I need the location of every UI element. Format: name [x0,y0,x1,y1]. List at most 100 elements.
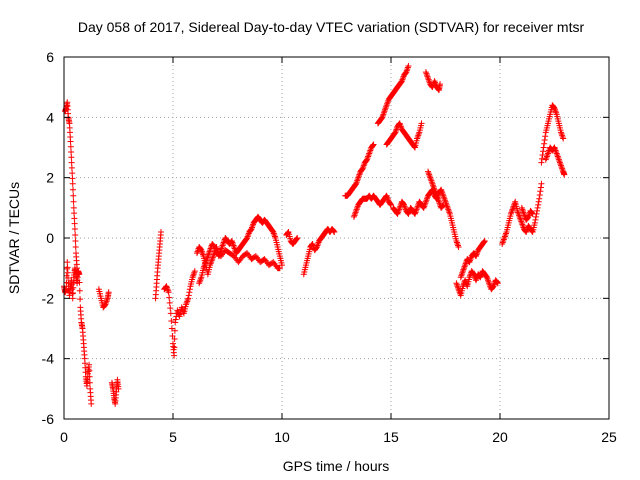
data-point [276,265,283,272]
data-point [171,344,178,351]
data-point [405,63,412,70]
data-point [86,361,93,368]
data-point [105,289,112,296]
chart-title: Day 058 of 2017, Sidereal Day-to-day VTE… [78,19,585,35]
data-point [171,352,178,359]
x-tick-label: 25 [601,429,617,445]
data-point [279,262,285,269]
data-point [69,186,76,193]
x-tick-label: 0 [60,429,68,445]
data-point [169,333,176,340]
data-point [77,296,84,303]
data-point [69,170,76,177]
data-point [387,201,394,208]
data-point [86,367,93,374]
data-point [454,241,461,248]
data-point [537,184,544,191]
data-point [494,280,501,287]
y-tick-label: 0 [46,230,54,246]
data-point [71,215,78,222]
data-point [537,188,544,195]
data-point [70,192,77,199]
data-point [536,192,543,199]
data-point [534,207,541,214]
data-point [158,228,165,235]
data-point [494,279,501,286]
data-points [61,63,568,407]
data-point [68,164,75,171]
data-point [186,289,193,296]
data-point [294,235,301,241]
data-point [331,228,338,235]
data-point [68,154,75,161]
data-point [185,295,192,302]
data-point [115,385,122,392]
data-point [541,136,548,143]
plot-frame [63,56,610,420]
data-point [86,373,93,380]
data-point [541,140,548,147]
grid [64,57,609,419]
data-point [535,201,542,208]
data-point [68,149,75,156]
data-point [70,284,77,291]
data-point [529,210,536,217]
x-tick-label: 20 [492,429,508,445]
data-point [86,379,93,386]
data-point [560,135,567,142]
data-point [561,171,568,178]
data-point [529,210,536,217]
data-point [171,327,178,334]
data-point [481,238,488,245]
data-point [370,141,377,148]
data-point [69,295,76,302]
data-point [71,225,78,232]
data-point [72,231,79,238]
data-point [72,238,79,245]
data-point [540,144,547,151]
data-point [415,132,422,139]
data-point [165,289,172,296]
data-point [64,269,71,276]
data-point [532,213,539,220]
data-point [185,292,192,299]
data-point [535,198,542,205]
data-point [76,279,83,286]
data-point [88,400,95,407]
data-point [70,279,77,286]
data-point [481,238,488,245]
x-tick-label: 15 [383,429,399,445]
data-point [70,204,77,211]
data-point [64,259,71,266]
data-point [559,132,566,139]
data-point [540,148,547,155]
data-point [418,120,425,127]
x-tick-label: 10 [274,429,290,445]
data-point [532,216,539,223]
data-point [439,202,446,209]
data-point [388,201,394,208]
data-point [184,298,191,305]
data-point [538,180,545,187]
y-tick-label: 6 [46,49,54,65]
y-axis-label: SDTVAR / TECUs [6,182,22,294]
data-point [440,201,447,208]
data-point [197,277,204,284]
y-tick-label: 2 [46,170,54,186]
data-point [167,310,174,317]
data-point [168,317,175,324]
data-point [76,287,83,294]
data-point [76,271,83,278]
data-point [71,210,78,217]
data-point [69,180,76,187]
y-tick-label: -6 [42,411,55,427]
data-point [190,271,197,278]
data-point [437,81,444,88]
data-point [293,235,300,242]
data-point [67,143,74,150]
data-point [542,133,549,140]
data-point [531,219,538,226]
data-point [69,175,76,182]
data-point [70,198,77,205]
